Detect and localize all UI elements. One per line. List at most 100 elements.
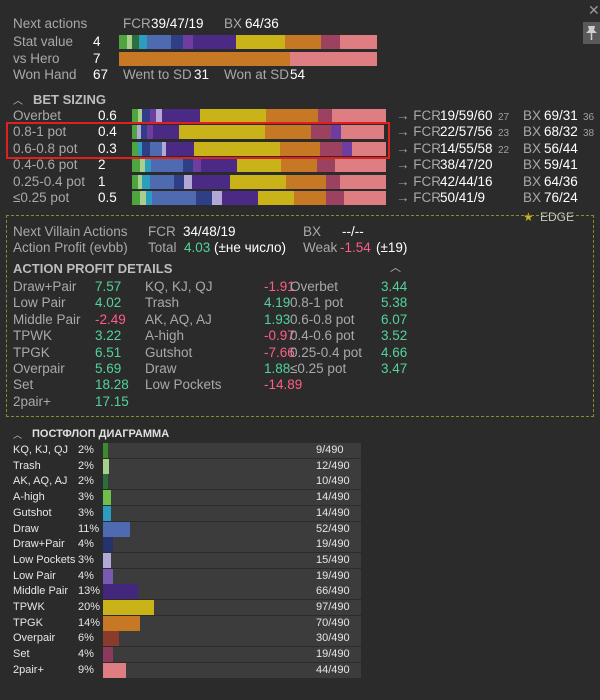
- bar-segment: [140, 158, 145, 173]
- diagram-percent: 4%: [78, 538, 94, 551]
- bet-size-value: 0.4: [98, 124, 117, 140]
- bar-segment: [147, 125, 153, 140]
- diagram-bar-fill: [103, 584, 138, 600]
- bar-segment: [318, 109, 332, 123]
- detail-value: 17.15: [95, 393, 129, 409]
- bar-segment: [141, 125, 147, 140]
- bet-size-value: 0.6: [98, 108, 117, 123]
- detail-value: 6.07: [381, 311, 408, 327]
- diagram-percent: 13%: [78, 585, 101, 598]
- diagram-percent: 9%: [78, 663, 94, 676]
- won-at-sd-value: 54: [290, 67, 306, 82]
- diagram-bar-fill: [103, 631, 119, 647]
- bar-segment: [192, 174, 230, 189]
- bet-size-bar: [132, 141, 388, 156]
- bx-label: BX: [224, 16, 243, 31]
- pin-button[interactable]: [583, 22, 600, 44]
- went-to-sd-value: 31: [194, 67, 210, 82]
- detail-name: 0.25-0.4 pot: [290, 344, 363, 360]
- bar-segment: [174, 174, 184, 189]
- diagram-bar: 19/490: [103, 647, 361, 663]
- diagram-percent: 4%: [78, 648, 94, 661]
- diagram-bar: 97/490: [103, 600, 361, 615]
- detail-value: 4.02: [95, 295, 122, 311]
- bet-size-bx: 59/41: [544, 157, 578, 173]
- diagram-count: 70/490: [316, 616, 350, 629]
- bx-label: BX: [523, 108, 542, 123]
- chevron-up-icon[interactable]: ︿: [13, 430, 23, 440]
- chevron-up-icon[interactable]: ︿: [13, 96, 23, 107]
- bar-segment: [140, 191, 146, 205]
- close-icon[interactable]: ✕: [588, 2, 600, 18]
- bet-size-fcr: 19/59/60: [440, 108, 493, 123]
- bar-segment: [340, 174, 386, 189]
- bet-size-bx: 76/24: [544, 190, 578, 205]
- bar-segment: [342, 141, 352, 156]
- bar-segment: [132, 158, 140, 173]
- bet-size-bx: 56/44: [544, 140, 578, 156]
- diagram-bar-fill: [103, 662, 127, 678]
- diagram-label: Draw+Pair: [13, 538, 65, 551]
- diagram-bar: 15/490: [103, 552, 361, 568]
- diagram-bar: 19/490: [103, 537, 361, 553]
- detail-name: TPWK: [13, 328, 52, 344]
- chevron-up-icon[interactable]: ︿: [390, 262, 401, 274]
- diagram-percent: 2%: [78, 444, 94, 456]
- fcr-arrow-label: → FCR: [396, 108, 441, 123]
- diagram-count: 15/490: [316, 553, 350, 566]
- weak-note: (±19): [376, 240, 408, 255]
- detail-name: Middle Pair: [13, 311, 81, 327]
- diagram-label: Low Pockets: [13, 553, 76, 566]
- bet-size-value: 0.3: [98, 140, 117, 156]
- bet-size-label: 0.8-1 pot: [13, 124, 67, 140]
- diagram-bar-fill: [103, 521, 131, 537]
- bar-segment: [326, 174, 340, 189]
- diagram-bar: 44/490: [103, 662, 361, 678]
- edge-panel: [6, 215, 594, 417]
- bar-segment: [193, 158, 201, 173]
- bar-segment: [162, 141, 166, 156]
- diagram-percent: 3%: [78, 491, 94, 504]
- diagram-percent: 2%: [78, 475, 94, 488]
- bar-segment: [146, 191, 152, 205]
- bar-segment: [138, 174, 142, 189]
- diagram-percent: 4%: [78, 569, 94, 582]
- bar-segment: [150, 141, 162, 156]
- won-hand-value: 67: [93, 67, 109, 82]
- bet-size-bx: 64/36: [544, 173, 578, 189]
- diagram-label: 2pair+: [13, 663, 44, 676]
- bar-segment: [150, 174, 174, 189]
- bar-segment: [294, 191, 326, 205]
- diagram-bar-fill: [103, 443, 108, 458]
- diagram-bar: 10/490: [103, 474, 361, 490]
- detail-name: Low Pockets: [145, 377, 222, 393]
- diagram-bar: 14/490: [103, 490, 361, 506]
- fcr-arrow-label: → FCR: [396, 157, 441, 173]
- bar-segment: [156, 109, 162, 123]
- detail-name: 0.4-0.6 pot: [290, 328, 355, 344]
- vs-hero-label: vs Hero: [13, 51, 60, 66]
- fcr-arrow-label: → FCR: [396, 140, 441, 156]
- detail-value: -0.97: [264, 328, 295, 344]
- detail-value: -7.66: [264, 344, 295, 360]
- bx-label: BX: [523, 140, 542, 156]
- bar-segment: [153, 125, 179, 140]
- bar-segment: [230, 174, 286, 189]
- bar-segment: [132, 109, 138, 123]
- bar-segment: [341, 125, 384, 140]
- bar-segment: [332, 109, 386, 123]
- bet-size-bx: 68/32: [544, 124, 578, 140]
- diagram-bar: 12/490: [103, 458, 361, 474]
- bar-segment: [222, 191, 258, 205]
- diagram-label: Trash: [13, 459, 41, 472]
- diagram-label: Gutshot: [13, 506, 52, 519]
- detail-name: Overpair: [13, 361, 65, 376]
- diagram-count: 9/490: [316, 444, 344, 456]
- won-hand-label: Won Hand: [13, 67, 77, 82]
- diagram-label: Overpair: [13, 632, 56, 645]
- bar-segment: [138, 141, 142, 156]
- bet-size-label: 0.4-0.6 pot: [13, 157, 78, 173]
- detail-name: Trash: [145, 295, 180, 311]
- bar-segment: [194, 141, 280, 156]
- detail-name: 0.8-1 pot: [290, 295, 344, 311]
